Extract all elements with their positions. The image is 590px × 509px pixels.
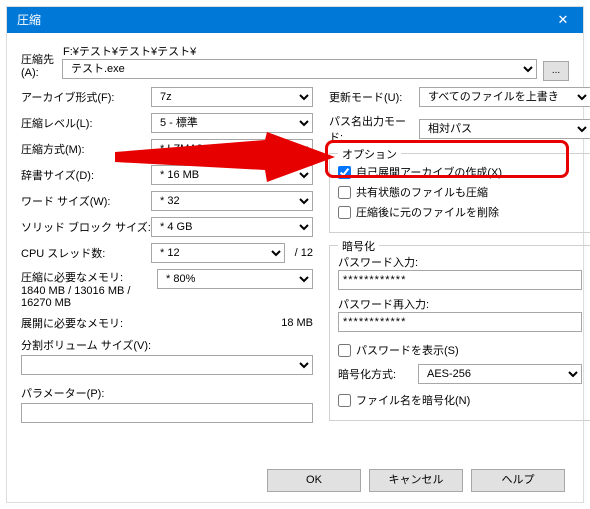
archive-format-label: アーカイブ形式(F): [21, 89, 151, 105]
word-select[interactable]: * 32 [151, 191, 313, 211]
showpwd-row[interactable]: パスワードを表示(S) [338, 340, 582, 360]
dmem-value: 18 MB [201, 317, 313, 329]
shared-checkbox-row[interactable]: 共有状態のファイルも圧縮 [338, 182, 582, 202]
solid-label: ソリッド ブロック サイズ: [21, 219, 151, 235]
param-label: パラメーター(P): [21, 385, 313, 401]
pathmode-select[interactable]: 相対パス [419, 119, 590, 139]
title-bar: 圧縮 ✕ [7, 7, 583, 33]
window-title: 圧縮 [17, 7, 41, 33]
dest-label: 圧縮先(A): [21, 43, 57, 79]
dict-select[interactable]: * 16 MB [151, 165, 313, 185]
shared-checkbox[interactable] [338, 186, 351, 199]
pwd2-input[interactable] [338, 312, 582, 332]
dest-path: F:¥テスト¥テスト¥テスト¥ [63, 43, 537, 57]
delete-checkbox-row[interactable]: 圧縮後に元のファイルを削除 [338, 202, 582, 222]
ok-button[interactable]: OK [267, 469, 361, 492]
cpu-label: CPU スレッド数: [21, 245, 151, 261]
pwd1-input[interactable] [338, 270, 582, 290]
encryption-group-title: 暗号化 [338, 238, 379, 254]
close-icon[interactable]: ✕ [543, 7, 583, 33]
showpwd-checkbox[interactable] [338, 344, 351, 357]
split-select[interactable] [21, 355, 313, 375]
encryption-group: 暗号化 パスワード入力: パスワード再入力: パスワードを表示(S) 暗号化方式… [329, 245, 590, 421]
dmem-label: 展開に必要なメモリ: [21, 315, 201, 331]
method-select[interactable]: * LZMA2 [151, 139, 313, 159]
solid-select[interactable]: * 4 GB [151, 217, 313, 237]
delete-checkbox[interactable] [338, 206, 351, 219]
encmethod-label: 暗号化方式: [338, 366, 418, 382]
encnames-row[interactable]: ファイル名を暗号化(N) [338, 390, 582, 410]
encnames-checkbox[interactable] [338, 394, 351, 407]
cmem-label: 圧縮に必要なメモリ: [21, 269, 157, 285]
shared-label: 共有状態のファイルも圧縮 [356, 184, 488, 200]
encnames-label: ファイル名を暗号化(N) [356, 392, 470, 408]
pwd1-label: パスワード入力: [338, 254, 582, 270]
cmem-line: 1840 MB / 13016 MB / 16270 MB [21, 285, 157, 309]
highlight-box [325, 140, 569, 178]
archive-format-select[interactable]: 7z [151, 87, 313, 107]
split-label: 分割ボリューム サイズ(V): [21, 337, 313, 353]
update-select[interactable]: すべてのファイルを上書き [419, 87, 590, 107]
param-input[interactable] [21, 403, 313, 423]
cancel-button[interactable]: キャンセル [369, 469, 463, 492]
cpu-select[interactable]: * 12 [151, 243, 285, 263]
method-label: 圧縮方式(M): [21, 141, 151, 157]
help-button[interactable]: ヘルプ [471, 469, 565, 492]
browse-button[interactable]: ... [543, 61, 569, 81]
cpu-total: / 12 [285, 247, 313, 259]
level-select[interactable]: 5 - 標準 [151, 113, 313, 133]
update-label: 更新モード(U): [329, 89, 419, 105]
delete-label: 圧縮後に元のファイルを削除 [356, 204, 499, 220]
encmethod-select[interactable]: AES-256 [418, 364, 582, 384]
word-label: ワード サイズ(W): [21, 193, 151, 209]
archive-name-select[interactable]: テスト.exe [62, 59, 537, 79]
cmem-select[interactable]: * 80% [157, 269, 313, 289]
showpwd-label: パスワードを表示(S) [356, 342, 459, 358]
dict-label: 辞書サイズ(D): [21, 167, 151, 183]
pwd2-label: パスワード再入力: [338, 296, 582, 312]
level-label: 圧縮レベル(L): [21, 115, 151, 131]
